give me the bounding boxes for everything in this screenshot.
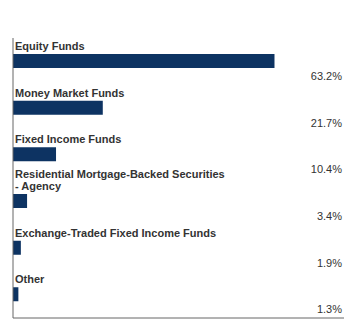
svg-text:1.3%: 1.3% <box>317 303 342 315</box>
svg-text:Money Market Funds: Money Market Funds <box>15 87 124 99</box>
svg-text:Other: Other <box>15 273 45 285</box>
svg-text:1.9%: 1.9% <box>317 257 342 269</box>
svg-text:Fixed Income Funds: Fixed Income Funds <box>15 133 121 145</box>
svg-text:10.4%: 10.4% <box>311 163 342 175</box>
svg-text:21.7%: 21.7% <box>311 117 342 129</box>
svg-text:Equity Funds: Equity Funds <box>15 40 85 52</box>
svg-text:Exchange-Traded Fixed Income F: Exchange-Traded Fixed Income Funds <box>15 227 216 239</box>
svg-text:63.2%: 63.2% <box>311 70 342 82</box>
svg-text:Residential Mortgage-Backed Se: Residential Mortgage-Backed Securities- … <box>15 168 225 192</box>
svg-text:3.4%: 3.4% <box>317 210 342 222</box>
